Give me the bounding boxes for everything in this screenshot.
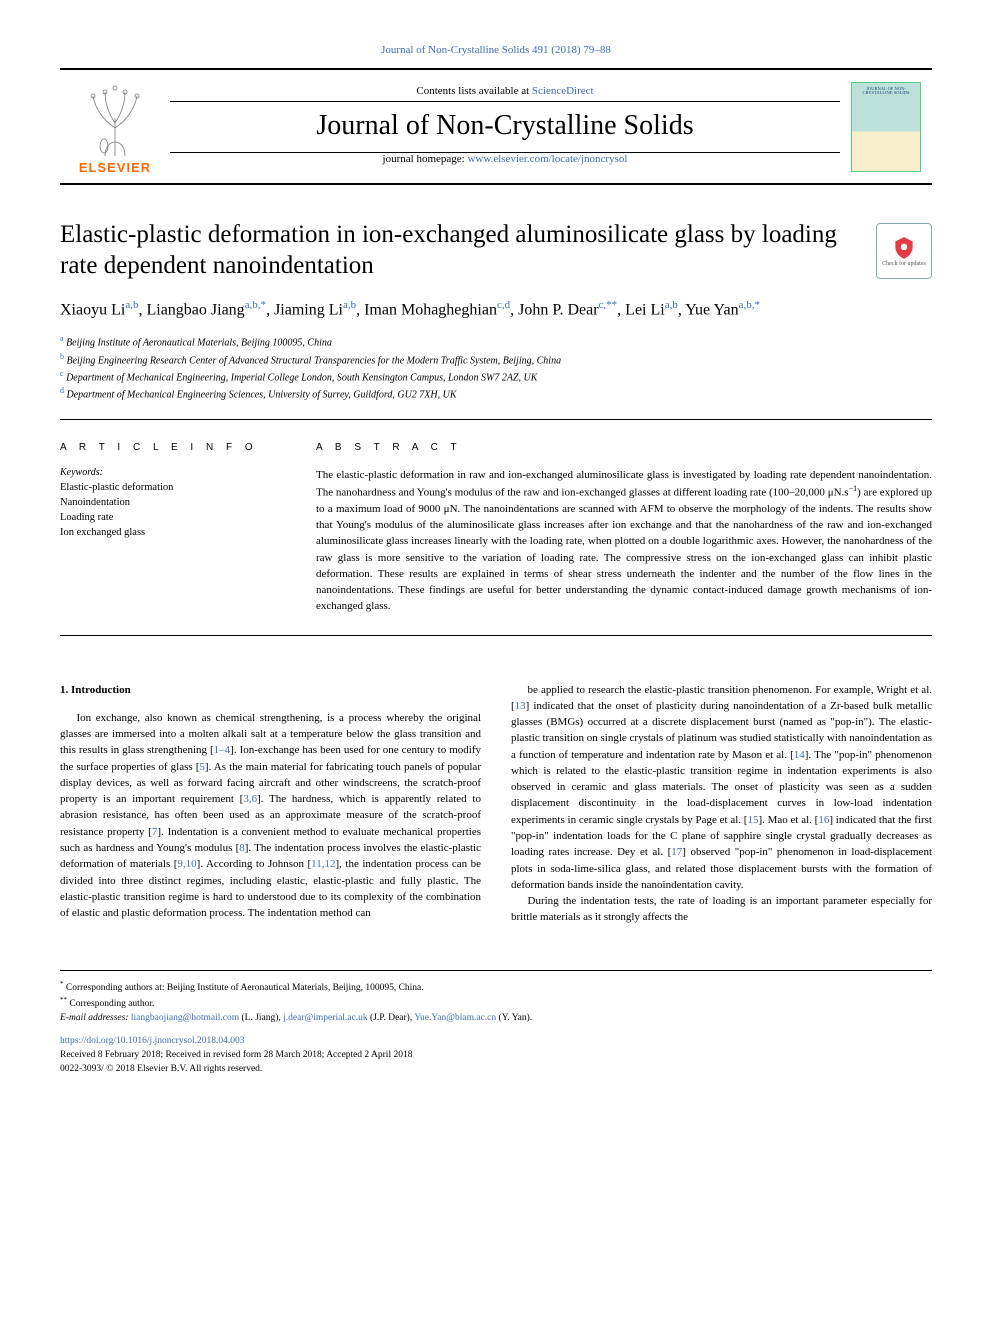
cover-cell: JOURNAL OF NON-CRYSTALLINE SOLIDS bbox=[840, 72, 932, 182]
page: Journal of Non-Crystalline Solids 491 (2… bbox=[0, 0, 992, 1120]
keyword: Ion exchanged glass bbox=[60, 525, 280, 540]
journal-title: Journal of Non-Crystalline Solids bbox=[316, 110, 693, 142]
article-info-heading: A R T I C L E I N F O bbox=[60, 442, 280, 453]
abstract-text: The elastic-plastic deformation in raw a… bbox=[316, 467, 932, 615]
journal-cover-thumb: JOURNAL OF NON-CRYSTALLINE SOLIDS bbox=[851, 82, 921, 172]
affiliation-b: b Beijing Engineering Research Center of… bbox=[60, 351, 932, 368]
intro-paragraph-3: During the indentation tests, the rate o… bbox=[511, 893, 932, 926]
copyright-line: 0022-3093/ © 2018 Elsevier B.V. All righ… bbox=[60, 1062, 932, 1076]
introduction-heading: 1. Introduction bbox=[60, 682, 481, 698]
contents-line: Contents lists available at ScienceDirec… bbox=[416, 85, 593, 97]
cover-caption: JOURNAL OF NON-CRYSTALLINE SOLIDS bbox=[855, 87, 917, 97]
intro-paragraph-2: be applied to research the elastic-plast… bbox=[511, 682, 932, 893]
emails[interactable]: liangbaojiang@hotmail.com (L. Jiang), j.… bbox=[131, 1013, 532, 1023]
email-line: E-mail addresses: liangbaojiang@hotmail.… bbox=[60, 1011, 932, 1025]
doi-link[interactable]: https://doi.org/10.1016/j.jnoncrysol.201… bbox=[60, 1036, 245, 1046]
article-info-col: A R T I C L E I N F O Keywords: Elastic-… bbox=[60, 442, 280, 615]
corresponding-note-1: * Corresponding authors at: Beijing Inst… bbox=[60, 979, 932, 995]
check-updates-badge[interactable]: Check for updates bbox=[876, 223, 932, 279]
journal-ref-top: Journal of Non-Crystalline Solids 491 (2… bbox=[60, 44, 932, 56]
elsevier-wordmark: ELSEVIER bbox=[79, 160, 151, 175]
affiliations: a Beijing Institute of Aeronautical Mate… bbox=[60, 333, 932, 402]
check-updates-label: Check for updates bbox=[882, 261, 926, 267]
keyword: Elastic-plastic deformation bbox=[60, 480, 280, 495]
elsevier-tree-icon bbox=[75, 78, 155, 158]
footnotes: * Corresponding authors at: Beijing Inst… bbox=[60, 970, 932, 1077]
article-title: Elastic-plastic deformation in ion-excha… bbox=[60, 219, 932, 282]
homepage-prefix: journal homepage: bbox=[383, 153, 468, 165]
journal-homepage: journal homepage: www.elsevier.com/locat… bbox=[383, 153, 628, 165]
authors-line: Xiaoyu Lia,b, Liangbao Jianga,b,*, Jiami… bbox=[60, 298, 932, 322]
doi-line: https://doi.org/10.1016/j.jnoncrysol.201… bbox=[60, 1034, 932, 1048]
homepage-link[interactable]: www.elsevier.com/locate/jnoncrysol bbox=[467, 153, 627, 165]
keyword: Nanoindentation bbox=[60, 495, 280, 510]
sciencedirect-link[interactable]: ScienceDirect bbox=[532, 85, 594, 97]
elsevier-logo-cell: ELSEVIER bbox=[60, 70, 170, 183]
intro-paragraph-1: Ion exchange, also known as chemical str… bbox=[60, 710, 481, 921]
contents-prefix: Contents lists available at bbox=[416, 85, 531, 97]
article-header: Check for updates Elastic-plastic deform… bbox=[60, 219, 932, 403]
thin-rule-top bbox=[170, 101, 840, 102]
info-abstract-row: A R T I C L E I N F O Keywords: Elastic-… bbox=[60, 442, 932, 636]
keywords-label: Keywords: bbox=[60, 467, 280, 478]
affiliation-a: a Beijing Institute of Aeronautical Mate… bbox=[60, 333, 932, 350]
affiliation-d: d Department of Mechanical Engineering S… bbox=[60, 385, 932, 402]
body-columns: 1. Introduction Ion exchange, also known… bbox=[60, 682, 932, 926]
divider-before-abstract bbox=[60, 419, 932, 420]
header-center: Contents lists available at ScienceDirec… bbox=[170, 75, 840, 179]
received-line: Received 8 February 2018; Received in re… bbox=[60, 1048, 932, 1062]
keywords-list: Elastic-plastic deformation Nanoindentat… bbox=[60, 480, 280, 541]
affiliation-c: c Department of Mechanical Engineering, … bbox=[60, 368, 932, 385]
keyword: Loading rate bbox=[60, 510, 280, 525]
abstract-heading: A B S T R A C T bbox=[316, 442, 932, 453]
abstract-col: A B S T R A C T The elastic-plastic defo… bbox=[316, 442, 932, 615]
corresponding-note-2: ** Corresponding author. bbox=[60, 995, 932, 1011]
top-ref-link[interactable]: Journal of Non-Crystalline Solids 491 (2… bbox=[381, 44, 611, 56]
header-band: ELSEVIER Contents lists available at Sci… bbox=[60, 68, 932, 185]
